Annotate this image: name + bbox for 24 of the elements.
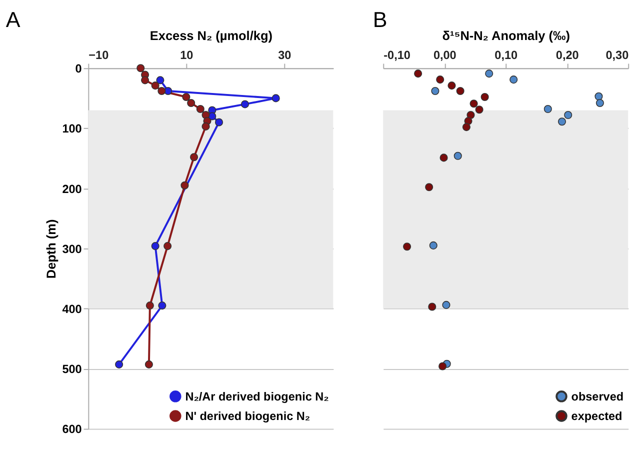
legend-label: N₂/Ar derived biogenic N₂ [185,390,329,404]
y-tick-label: 300 [62,242,82,256]
x-tick-label: 30 [278,48,292,62]
y-tick-label: 600 [62,423,82,436]
legend-label: expected [571,410,622,423]
chart-title: B [372,7,388,32]
legend-label: observed [571,390,624,404]
y-tick-label: 200 [62,182,82,196]
x-tick-label: 0,10 [494,48,518,62]
y-tick-label: 500 [62,363,82,376]
y-tick-label: 0 [75,62,82,76]
x-tick-label: 10 [180,48,194,62]
y-axis-title: Depth (m) [43,219,58,279]
y-tick-label: 400 [62,302,82,316]
legend-label: N' derived biogenic N₂ [185,410,310,423]
x-tick-label: 0,30 [606,48,630,62]
chart-title: A [6,7,21,32]
x-axis-title: Excess N₂ (µmol/kg) [150,28,272,44]
x-tick-label: 0,20 [556,48,580,62]
x-tick-label: 0,00 [433,48,457,62]
x-tick-label: −10 [88,48,110,62]
x-tick-label: -0,10 [384,48,411,62]
x-axis-title: δ¹⁵N-N₂ Anomaly (‰) [442,28,570,44]
y-tick-label: 100 [62,122,82,136]
